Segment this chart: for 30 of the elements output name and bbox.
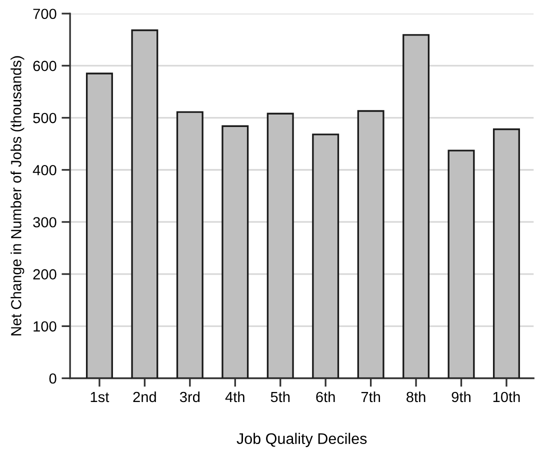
x-tick-label: 10th bbox=[493, 391, 520, 402]
y-tick-label: 500 bbox=[33, 112, 56, 124]
x-tick-label: 4th bbox=[225, 391, 244, 402]
bar bbox=[266, 112, 294, 378]
y-axis-title: Net Change in Number of Jobs (thousands) bbox=[10, 56, 24, 336]
bar bbox=[176, 111, 204, 378]
x-tick-label: 2nd bbox=[133, 391, 156, 402]
x-tick-label: 3rd bbox=[180, 391, 200, 402]
bar bbox=[312, 134, 340, 378]
bar bbox=[448, 150, 475, 378]
bar bbox=[402, 34, 430, 378]
bar bbox=[131, 29, 158, 378]
bar bbox=[86, 72, 113, 378]
y-tick-label: 700 bbox=[33, 8, 56, 20]
y-tick-label: 0 bbox=[49, 373, 56, 384]
x-tick-label: 5th bbox=[270, 391, 290, 402]
bar bbox=[492, 128, 520, 378]
y-tick-label: 300 bbox=[33, 217, 56, 228]
x-axis-title: Job Quality Deciles bbox=[236, 432, 367, 448]
x-tick-label: 9th bbox=[452, 391, 470, 402]
x-tick-label: 7th bbox=[361, 391, 380, 402]
y-tick-label: 100 bbox=[34, 321, 56, 332]
x-tick-label: 8th bbox=[406, 391, 426, 402]
x-tick-label: 1st bbox=[90, 392, 110, 402]
bar bbox=[222, 125, 249, 378]
y-tick-label: 200 bbox=[33, 269, 56, 280]
x-tick-label: 6th bbox=[316, 391, 335, 402]
y-tick-label: 400 bbox=[32, 164, 56, 176]
bar bbox=[357, 110, 384, 378]
y-tick-label: 600 bbox=[33, 60, 56, 72]
